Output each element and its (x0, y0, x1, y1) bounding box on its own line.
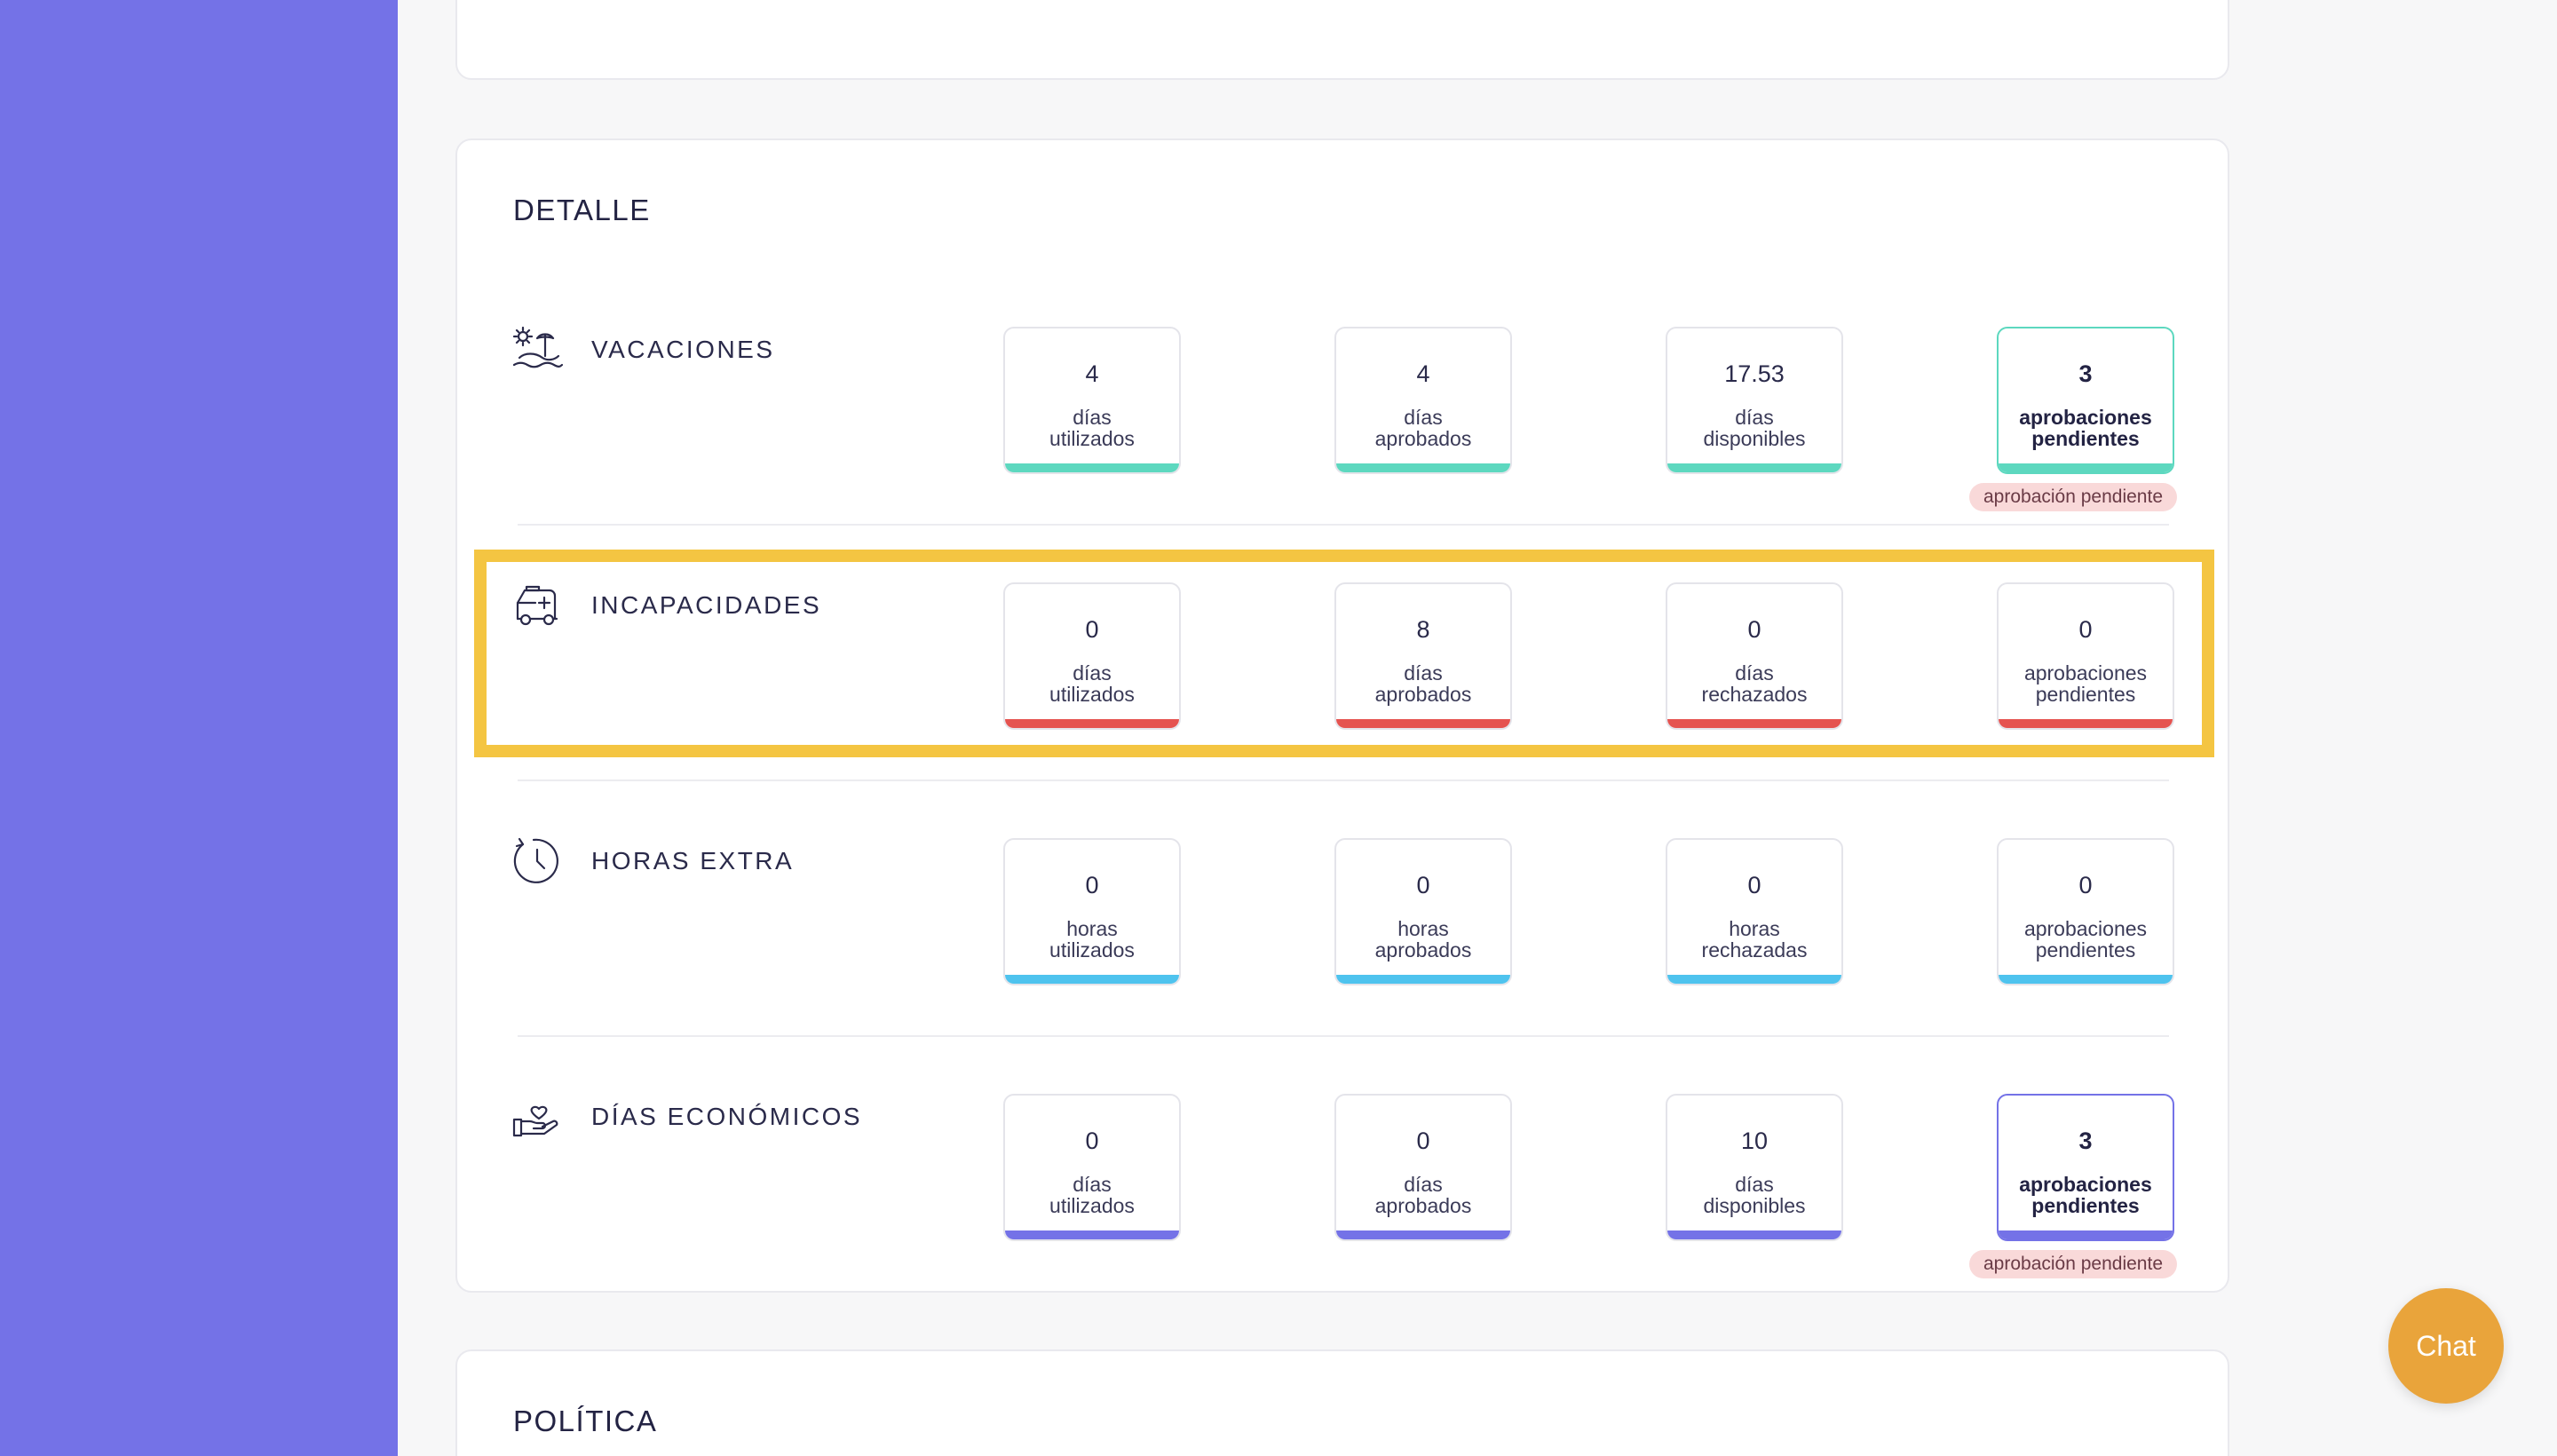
stat-dias-utilizados: 4 días utilizados (1003, 327, 1181, 474)
stat-bar (1005, 719, 1179, 728)
stat-dias-rechazados: 0 días rechazados (1666, 582, 1843, 730)
stat-dias-utilizados: 0 días utilizados (1003, 582, 1181, 730)
beach-icon (511, 322, 564, 376)
row-incapacidades: INCAPACIDADES 0 días utilizados 8 días apr… (457, 511, 2231, 767)
stat-bar (1667, 719, 1841, 728)
stat-label: días aprobados (1374, 1173, 1472, 1217)
stat-dias-disponibles: 10 días disponibles (1666, 1094, 1843, 1241)
stat-label: horas aprobados (1374, 917, 1472, 961)
row-dias-economicos: DÍAS ECONÓMICOS 0 días utilizados 0 días a… (457, 1023, 2231, 1278)
stat-bar (1005, 463, 1179, 472)
stat-label: días utilizados (1049, 1173, 1135, 1217)
pending-approval-badge: aprobación pendiente (1969, 1250, 2178, 1278)
stat-value: 4 (1416, 360, 1430, 387)
stat-bar (1999, 719, 2173, 728)
stat-bar (1667, 463, 1841, 472)
stat-horas-aprobados: 0 horas aprobados (1334, 838, 1512, 985)
stat-label: días disponibles (1703, 406, 1806, 450)
stat-aprobaciones-pendientes: 0 aprobaciones pendientes (1997, 582, 2174, 730)
stat-dias-utilizados: 0 días utilizados (1003, 1094, 1181, 1241)
row-divider (518, 524, 2169, 526)
stat-value: 0 (1085, 1128, 1099, 1154)
stat-dias-aprobados: 8 días aprobados (1334, 582, 1512, 730)
stat-aprobaciones-pendientes[interactable]: 3 aprobaciones pendientes (1997, 1094, 2174, 1241)
stat-label: días disponibles (1703, 1173, 1806, 1217)
summary-card (455, 0, 2229, 80)
stat-label: días utilizados (1049, 406, 1135, 450)
stat-aprobaciones-pendientes: 0 aprobaciones pendientes (1997, 838, 2174, 985)
row-label: INCAPACIDADES (591, 591, 822, 619)
stat-value: 4 (1085, 360, 1099, 387)
row-horas-extra: HORAS EXTRA 0 horas utilizados 0 horas apr… (457, 767, 2231, 1023)
row-label: HORAS EXTRA (591, 847, 795, 874)
stat-bar (1005, 1230, 1179, 1239)
stat-bar (1336, 719, 1510, 728)
stat-value: 0 (1747, 616, 1761, 643)
row-divider (518, 779, 2169, 781)
stat-value: 0 (2078, 872, 2093, 898)
row-vacaciones: VACACIONES 4 días utilizados 4 días aproba… (457, 256, 2231, 511)
chat-button[interactable]: Chat (2388, 1288, 2504, 1404)
stat-bar (1005, 975, 1179, 984)
stat-label: días aprobados (1374, 661, 1472, 706)
hand-heart-icon (511, 1089, 564, 1143)
stat-label: horas rechazadas (1701, 917, 1808, 961)
stat-dias-disponibles: 17.53 días disponibles (1666, 327, 1843, 474)
stat-bar (1999, 1230, 2173, 1239)
ambulance-icon (511, 578, 564, 631)
stat-aprobaciones-pendientes[interactable]: 3 aprobaciones pendientes (1997, 327, 2174, 474)
stat-bar (1667, 1230, 1841, 1239)
politica-card: POLÍTICA (455, 1349, 2229, 1456)
stat-horas-utilizados: 0 horas utilizados (1003, 838, 1181, 985)
stat-horas-rechazadas: 0 horas rechazadas (1666, 838, 1843, 985)
stat-value: 0 (1085, 872, 1099, 898)
row-divider (518, 1035, 2169, 1037)
sidebar (0, 0, 398, 1456)
stat-value: 0 (1085, 616, 1099, 643)
stat-value: 0 (1416, 872, 1430, 898)
row-label: VACACIONES (591, 336, 775, 363)
stat-value: 17.53 (1724, 360, 1785, 387)
stat-value: 3 (2078, 1128, 2093, 1154)
section-title-politica: POLÍTICA (513, 1405, 658, 1437)
stat-label: aprobaciones pendientes (2023, 917, 2148, 961)
stat-label: días aprobados (1374, 406, 1472, 450)
stat-value: 0 (1747, 872, 1761, 898)
stat-label: días rechazados (1701, 661, 1808, 706)
stat-label: aprobaciones pendientes (2019, 1173, 2152, 1217)
stat-dias-aprobados: 0 días aprobados (1334, 1094, 1512, 1241)
stat-value: 0 (2078, 616, 2093, 643)
stat-value: 3 (2078, 360, 2093, 387)
detalle-card: DETALLE VACACIONES 4 días utilizados 4 dí… (455, 138, 2229, 1293)
stat-dias-aprobados: 4 días aprobados (1334, 327, 1512, 474)
stat-label: aprobaciones pendientes (2019, 406, 2152, 450)
stat-label: aprobaciones pendientes (2023, 661, 2148, 706)
stat-bar (1999, 975, 2173, 984)
stat-label: horas utilizados (1049, 917, 1135, 961)
stat-value: 0 (1416, 1128, 1430, 1154)
clock-icon (511, 834, 564, 887)
stat-value: 8 (1416, 616, 1430, 643)
stat-bar (1667, 975, 1841, 984)
stat-bar (1336, 975, 1510, 984)
stat-bar (1336, 1230, 1510, 1239)
pending-approval-badge: aprobación pendiente (1969, 483, 2178, 511)
stat-label: días utilizados (1049, 661, 1135, 706)
stat-value: 10 (1740, 1128, 1769, 1154)
section-title-detalle: DETALLE (513, 194, 651, 226)
row-label: DÍAS ECONÓMICOS (591, 1103, 863, 1130)
stat-bar (1336, 463, 1510, 472)
stat-bar (1999, 463, 2173, 472)
